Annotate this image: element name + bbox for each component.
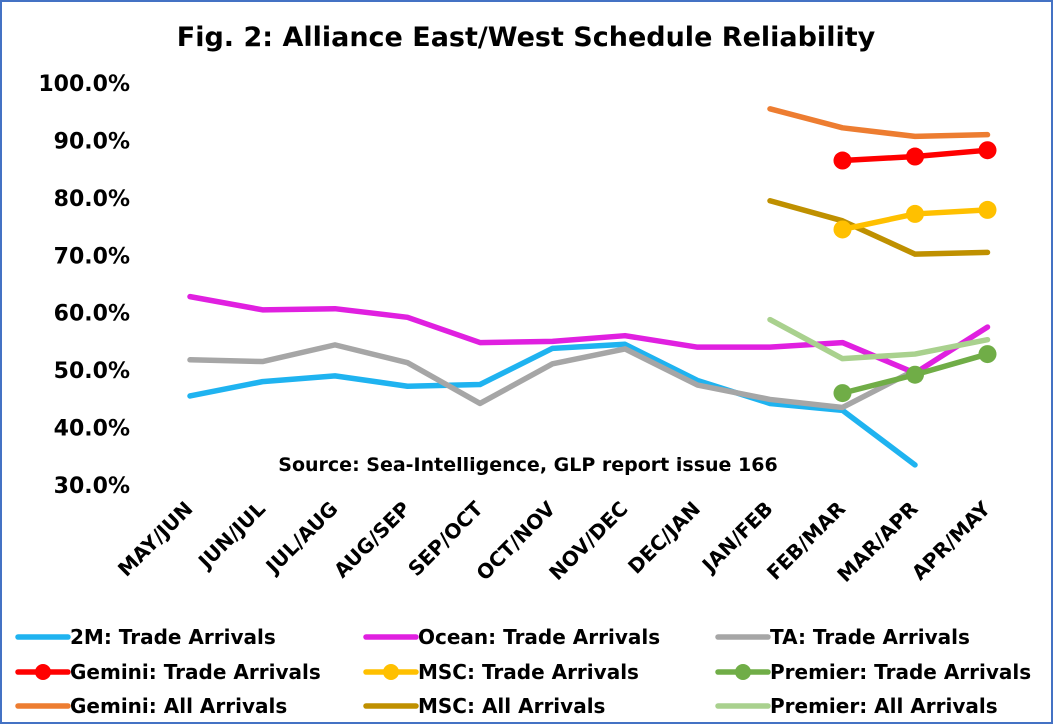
series-line-premier-all-arrivals: [767, 316, 991, 362]
legend-label-gemini-all-arrivals: Gemini: All Arrivals: [70, 694, 287, 718]
legend-label-ocean-trade-arrivals: Ocean: Trade Arrivals: [418, 625, 660, 649]
legend-label-msc-all-arrivals: MSC: All Arrivals: [418, 694, 605, 718]
data-point-gemini-trade-arrivals: [978, 141, 997, 160]
x-axis: MAY/JUNJUN/JULJUL/AUGAUG/SEPSEP/OCTOCT/N…: [113, 496, 995, 587]
y-tick-label: 30.0%: [54, 474, 130, 499]
x-tick-label: NOV/DEC: [544, 497, 632, 585]
y-tick-label: 50.0%: [54, 359, 130, 384]
y-tick-label: 40.0%: [54, 417, 130, 442]
series-line-gemini-all-arrivals: [767, 106, 991, 140]
x-tick-label: MAY/JUN: [113, 497, 198, 582]
legend-label-premier-trade-arrivals: Premier: Trade Arrivals: [770, 660, 1031, 684]
legend-label-premier-all-arrivals: Premier: All Arrivals: [770, 694, 998, 718]
x-tick-label: APR/MAY: [907, 496, 996, 585]
legend-marker-msc-trade-arrivals: [383, 664, 399, 680]
y-tick-label: 90.0%: [54, 129, 130, 154]
series-line-ocean-trade-arrivals: [187, 293, 991, 376]
data-point-msc-trade-arrivals: [833, 220, 852, 239]
legend-label-gemini-trade-arrivals: Gemini: Trade Arrivals: [70, 660, 321, 684]
source-annotation: Source: Sea-Intelligence, GLP report iss…: [278, 454, 777, 476]
series-line-msc-all-arrivals: [767, 197, 991, 257]
legend-label-msc-trade-arrivals: MSC: Trade Arrivals: [418, 660, 639, 684]
data-point-msc-trade-arrivals: [906, 204, 924, 223]
x-tick-label: DEC/JAN: [623, 497, 705, 579]
x-tick-label: JUN/JUL: [192, 496, 270, 574]
y-tick-label: 80.0%: [54, 187, 130, 212]
legend-label-ta-trade-arrivals: TA: Trade Arrivals: [770, 625, 970, 649]
legend-marker-premier-trade-arrivals: [735, 664, 751, 680]
data-point-premier-trade-arrivals: [978, 345, 997, 364]
data-point-premier-trade-arrivals: [906, 365, 924, 384]
data-point-premier-trade-arrivals: [833, 384, 852, 403]
legend-label-2m-trade-arrivals: 2M: Trade Arrivals: [70, 625, 276, 649]
chart-title: Fig. 2: Alliance East/West Schedule Reli…: [177, 22, 876, 53]
data-point-gemini-trade-arrivals: [833, 151, 852, 170]
series-line-ta-trade-arrivals: [187, 342, 918, 411]
legend-marker-gemini-trade-arrivals: [35, 664, 51, 680]
y-tick-label: 60.0%: [54, 302, 130, 327]
plot-area: [187, 106, 997, 468]
series-line-2m-trade-arrivals: [187, 341, 918, 468]
y-tick-label: 100.0%: [38, 72, 130, 97]
y-tick-label: 70.0%: [54, 244, 130, 269]
x-tick-label: AUG/SEP: [329, 497, 415, 583]
legend: 2M: Trade Arrivals Ocean: Trade Arrivals T…: [15, 625, 1031, 718]
data-point-msc-trade-arrivals: [978, 200, 997, 219]
data-point-gemini-trade-arrivals: [906, 147, 924, 166]
y-axis: 30.0% 40.0% 50.0% 60.0% 70.0% 80.0% 90.0% 100.0…: [38, 72, 130, 499]
